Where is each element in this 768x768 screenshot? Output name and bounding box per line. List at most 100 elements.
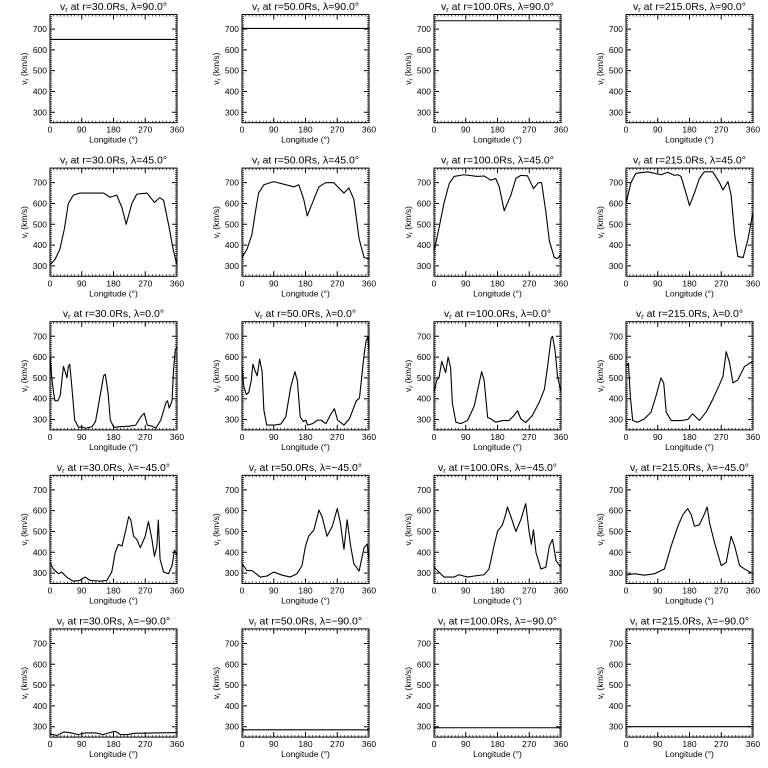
x-tick-label: 270 xyxy=(330,125,344,135)
y-axis-label-rest: (km/s) xyxy=(403,667,413,693)
y-axis-label-rest: (km/s) xyxy=(403,206,413,232)
chart-title-main: v xyxy=(633,155,639,167)
chart-title-rest: at r=100.0Rs, λ=0.0° xyxy=(452,308,551,320)
y-axis-label-rest: (km/s) xyxy=(19,667,29,693)
chart-title-sub: r xyxy=(65,5,68,14)
y-tick-label: 300 xyxy=(417,568,431,578)
x-tick-label: 270 xyxy=(138,739,152,749)
y-axis-label: vr (km/s) xyxy=(19,206,31,238)
x-tick-label: 180 xyxy=(106,739,120,749)
chart-title-rest: at r=215.0Rs, λ=45.0° xyxy=(641,155,746,167)
x-tick-label: 360 xyxy=(362,739,376,749)
y-tick-label: 400 xyxy=(417,394,431,404)
y-tick-label: 400 xyxy=(225,86,239,96)
x-tick-label: 90 xyxy=(653,125,663,135)
plot-frame xyxy=(625,628,754,738)
y-tick-label: 400 xyxy=(33,86,47,96)
y-axis-label-rest: (km/s) xyxy=(19,513,29,539)
y-axis-label-rest: (km/s) xyxy=(403,360,413,386)
x-tick-label: 90 xyxy=(653,432,663,442)
chart-title-main: v xyxy=(60,1,66,13)
y-axis-label-sub: r xyxy=(601,78,607,80)
x-axis-label: Longitude (°) xyxy=(473,749,522,759)
minor-ticks xyxy=(49,167,178,277)
chart-title: vr at r=100.0Rs, λ=0.0° xyxy=(444,308,551,321)
y-axis-label-sub: r xyxy=(217,693,223,695)
y-tick-label: 600 xyxy=(225,198,239,208)
y-axis-label-sub: r xyxy=(409,386,415,388)
y-axis-label: vr (km/s) xyxy=(403,360,415,392)
x-tick-label: 270 xyxy=(138,586,152,596)
y-tick-label: 600 xyxy=(609,198,623,208)
y-tick-label: 400 xyxy=(33,701,47,711)
y-tick-label: 700 xyxy=(417,24,431,34)
x-tick-label: 270 xyxy=(330,278,344,288)
y-axis-label-sub: r xyxy=(409,232,415,234)
plot-frame xyxy=(49,14,178,124)
y-tick-label: 300 xyxy=(417,107,431,117)
y-tick-label: 600 xyxy=(33,45,47,55)
y-axis-label-sub: r xyxy=(217,386,223,388)
chart-title-sub: r xyxy=(635,619,638,628)
chart-panel: vr at r=30.0Rs, λ=0.0°0 90 180 270 360300400… xyxy=(19,308,184,452)
x-tick-label: 360 xyxy=(554,125,568,135)
y-axis-label-sub: r xyxy=(409,78,415,80)
x-tick-label: 0 xyxy=(240,278,245,288)
chart-title-main: v xyxy=(63,308,69,320)
chart-panel: vr at r=50.0Rs, λ=−90.0°0 90 180 270 3603004… xyxy=(211,615,376,759)
plot-frame xyxy=(433,321,562,431)
y-axis-label-sub: r xyxy=(601,693,607,695)
x-tick-label: 0 xyxy=(624,586,629,596)
y-tick-label: 700 xyxy=(609,24,623,34)
x-tick-label: 90 xyxy=(77,586,87,596)
y-tick-label: 500 xyxy=(225,526,239,536)
chart-title: vr at r=30.0Rs, λ=0.0° xyxy=(63,308,164,321)
x-axis-label: Longitude (°) xyxy=(89,749,138,759)
minor-ticks xyxy=(241,474,370,584)
x-axis-label: Longitude (°) xyxy=(281,442,330,452)
chart-panel: vr at r=50.0Rs, λ=45.0°0 90 180 270 36030040… xyxy=(211,155,376,299)
x-axis-label: Longitude (°) xyxy=(89,135,138,145)
x-tick-label: 180 xyxy=(298,432,312,442)
x-tick-label: 0 xyxy=(432,739,437,749)
x-tick-label: 180 xyxy=(490,586,504,596)
chart-panel: vr at r=30.0Rs, λ=−90.0°0 90 180 270 3603004… xyxy=(19,615,184,759)
y-axis-label-main: v xyxy=(211,80,221,85)
chart-panel: vr at r=30.0Rs, λ=−45.0°0 90 180 270 3603004… xyxy=(19,462,184,606)
chart-title-rest: at r=100.0Rs, λ=−45.0° xyxy=(446,462,557,474)
y-axis-label-sub: r xyxy=(25,539,31,541)
chart-title-rest: at r=30.0Rs, λ=90.0° xyxy=(68,1,167,13)
y-axis-label-sub: r xyxy=(217,539,223,541)
x-tick-label: 180 xyxy=(682,586,696,596)
x-tick-label: 270 xyxy=(714,586,728,596)
y-axis-label-sub: r xyxy=(601,539,607,541)
x-tick-label: 180 xyxy=(490,739,504,749)
y-axis-label: vr (km/s) xyxy=(19,360,31,392)
chart-panel: vr at r=100.0Rs, λ=−45.0°0 90 180 270 360300… xyxy=(403,462,568,606)
plot-frame xyxy=(241,474,370,584)
x-tick-label: 180 xyxy=(682,278,696,288)
y-tick-label: 500 xyxy=(225,680,239,690)
y-axis-label-sub: r xyxy=(601,386,607,388)
x-tick-label: 360 xyxy=(170,432,184,442)
x-tick-label: 90 xyxy=(269,432,279,442)
y-axis-label: vr (km/s) xyxy=(595,667,607,699)
y-tick-label: 300 xyxy=(609,261,623,271)
x-tick-label: 0 xyxy=(48,125,53,135)
chart-title-rest: at r=30.0Rs, λ=−45.0° xyxy=(65,462,170,474)
y-axis-label: vr (km/s) xyxy=(211,513,223,545)
y-tick-label: 600 xyxy=(33,659,47,669)
y-tick-label: 600 xyxy=(33,198,47,208)
minor-ticks xyxy=(241,628,370,738)
chart-title-sub: r xyxy=(257,5,260,14)
y-tick-label: 500 xyxy=(609,219,623,229)
y-axis-label: vr (km/s) xyxy=(19,667,31,699)
chart-title-sub: r xyxy=(446,5,449,14)
chart-title-sub: r xyxy=(254,619,257,628)
chart-title-sub: r xyxy=(62,466,65,475)
y-tick-label: 400 xyxy=(417,701,431,711)
chart-title-main: v xyxy=(438,615,444,627)
x-axis-label: Longitude (°) xyxy=(665,288,714,298)
y-axis-label-rest: (km/s) xyxy=(211,513,221,539)
chart-title-sub: r xyxy=(260,312,263,321)
